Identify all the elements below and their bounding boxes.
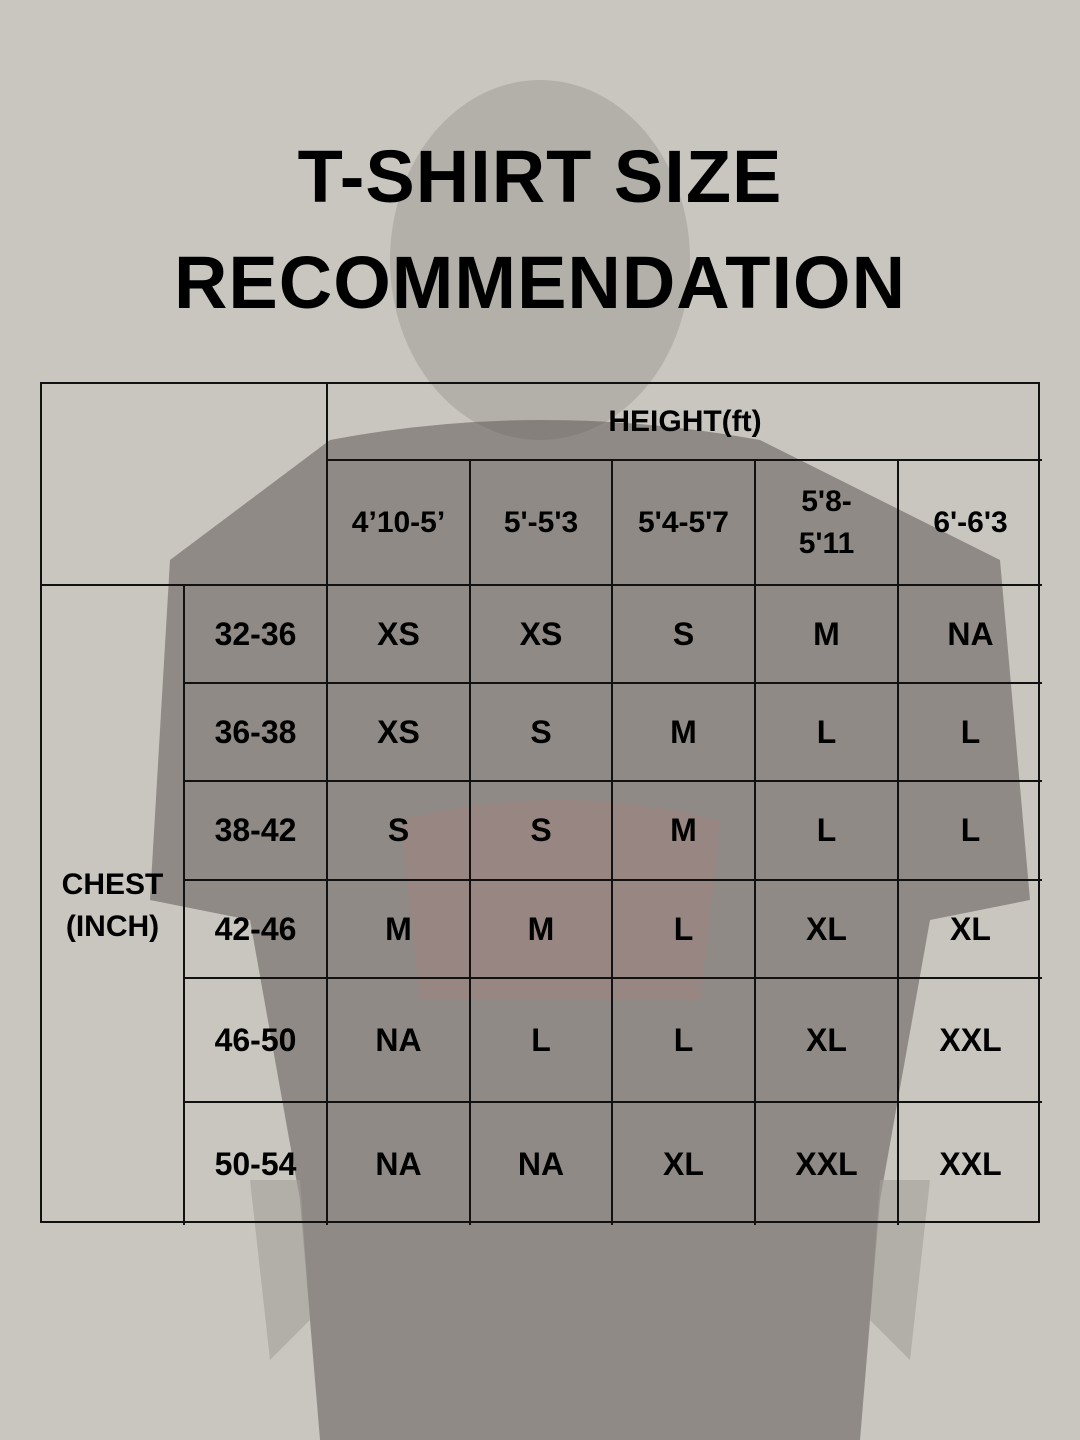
size-cell: M [613, 684, 756, 782]
title-line-2: RECOMMENDATION [173, 241, 907, 324]
size-cell: XS [328, 586, 471, 684]
size-cell: NA [899, 586, 1042, 684]
height-range-header: 4’10-5’ [328, 461, 471, 586]
size-cell: NA [471, 1103, 613, 1225]
size-cell: M [756, 586, 899, 684]
size-cell: XL [756, 979, 899, 1103]
chest-range-cell: 38-42 [185, 782, 328, 881]
size-cell: L [613, 979, 756, 1103]
chest-range-cell: 32-36 [185, 586, 328, 684]
chest-range-cell: 42-46 [185, 881, 328, 979]
size-cell: L [899, 684, 1042, 782]
size-cell: XXL [939, 1145, 1002, 1182]
corner-empty-cell [42, 384, 328, 586]
height-header: HEIGHT(ft) [328, 384, 1042, 461]
size-cell: L [613, 881, 756, 979]
height-range-header: 5'-5'3 [471, 461, 613, 586]
size-cell: XS [471, 586, 613, 684]
size-cell: XS [328, 684, 471, 782]
size-cell: M [471, 881, 613, 979]
size-cell: XL [899, 881, 1042, 979]
size-cell: XXL [899, 979, 1042, 1103]
size-cell: XL [613, 1103, 756, 1225]
size-cell: XXL [756, 1103, 899, 1225]
title-line-1: T-SHIRT SIZE [297, 135, 783, 218]
chest-header: CHEST (INCH) [42, 586, 185, 1225]
height-range-header: 5'4-5'7 [613, 461, 756, 586]
size-cell: S [613, 586, 756, 684]
size-cell: L [756, 684, 899, 782]
chest-range-cell: 36-38 [185, 684, 328, 782]
size-cell: S [471, 684, 613, 782]
size-cell: L [471, 979, 613, 1103]
size-cell: M [328, 881, 471, 979]
height-range-header: 6'-6'3 [899, 461, 1042, 586]
height-range-header: 5'8-5'11 [756, 461, 899, 586]
chest-range-cell: 46-50 [185, 979, 328, 1103]
size-cell: NA [328, 1103, 471, 1225]
size-cell: L [756, 782, 899, 881]
chest-range-cell: 50-54 [185, 1103, 328, 1225]
size-cell: S [328, 782, 471, 881]
size-chart-table: HEIGHT(ft) 4’10-5’ 5'-5'3 5'4-5'7 5'8-5'… [40, 382, 1042, 1225]
size-cell: L [899, 782, 1042, 881]
size-cell: S [471, 782, 613, 881]
size-cell: XL [756, 881, 899, 979]
size-cell: NA [328, 979, 471, 1103]
size-cell: M [613, 782, 756, 881]
